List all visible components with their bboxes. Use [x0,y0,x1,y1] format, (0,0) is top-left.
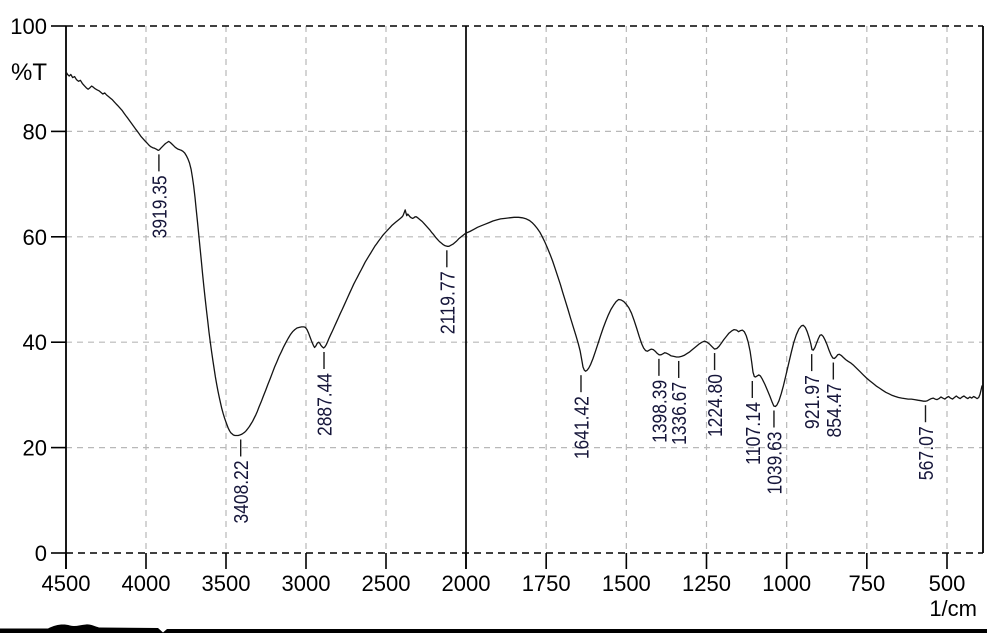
y-tick-label: 40 [23,330,47,355]
x-tick-label: 1750 [522,571,571,596]
y-tick-label: 80 [23,119,47,144]
peak-label: 567.07 [916,426,938,480]
peak-label: 2887.44 [315,373,337,436]
peak-label: 2119.77 [437,271,459,334]
peak-label: 921.97 [802,375,824,429]
y-tick-label: 60 [23,225,47,250]
peak-label: 1336.67 [669,382,691,445]
x-tick-label: 2500 [362,571,411,596]
x-tick-label: 4000 [122,571,171,596]
page-edge-artifact [0,624,987,633]
y-tick-label: 20 [23,436,47,461]
peak-label: 3919.35 [149,175,171,238]
peak-label: 1107.14 [743,402,765,465]
x-tick-label: 1500 [602,571,651,596]
y-tick-label: 0 [35,541,47,566]
x-tick-label: 3500 [202,571,251,596]
x-tick-label: 1000 [762,571,811,596]
y-tick-label: 100 [10,14,47,39]
peak-label: 1398.39 [649,380,671,443]
peak-label: 1224.80 [705,374,727,437]
y-axis-unit-label: %T [11,59,47,86]
peak-label: 1641.42 [571,396,593,459]
x-tick-label: 1250 [682,571,731,596]
peak-label: 3408.22 [231,460,253,523]
x-tick-label: 4500 [42,571,91,596]
peak-label: 854.47 [824,384,846,438]
spectrum-curve [65,71,983,437]
x-axis-unit-label: 1/cm [929,596,977,621]
peak-label: 1039.63 [764,431,786,494]
x-tick-label: 3000 [282,571,331,596]
x-tick-label: 500 [929,571,966,596]
x-tick-label: 750 [848,571,885,596]
x-tick-label: 2000 [442,571,491,596]
